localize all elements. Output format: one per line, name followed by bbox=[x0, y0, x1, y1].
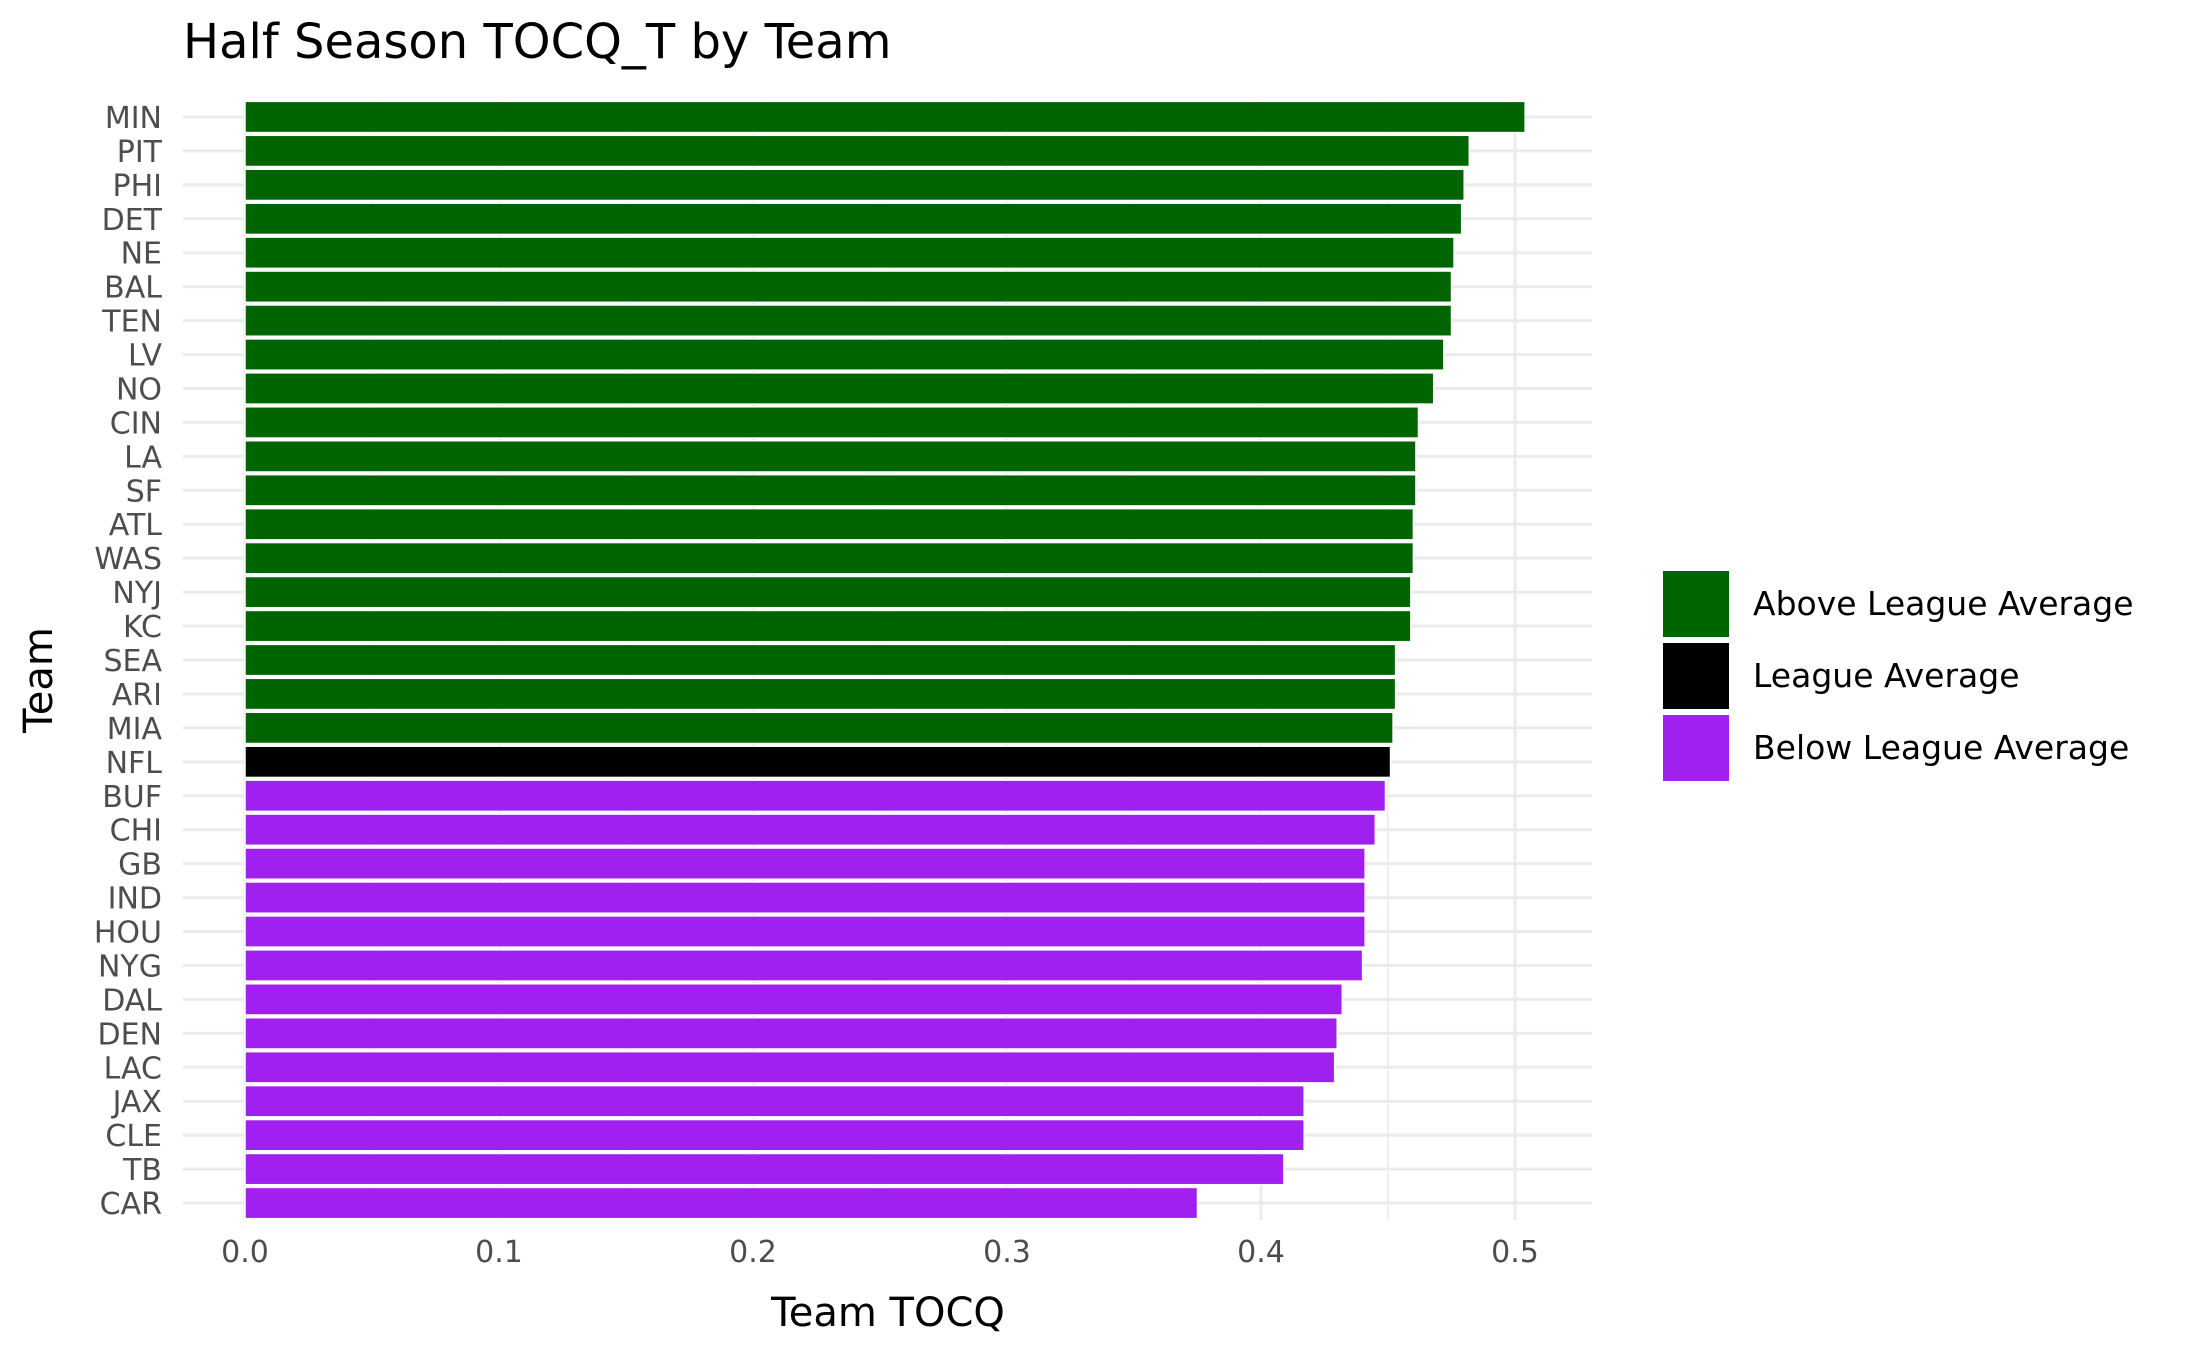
chart-title: Half Season TOCQ_T by Team bbox=[183, 14, 891, 70]
bar-gb bbox=[244, 847, 1366, 880]
bar-nyj bbox=[244, 575, 1412, 609]
legend-label: League Average bbox=[1753, 656, 2020, 695]
legend-label: Above League Average bbox=[1753, 584, 2134, 623]
y-tick-label: BUF bbox=[102, 780, 162, 815]
bar-ne bbox=[244, 236, 1455, 270]
bar-mia bbox=[244, 711, 1394, 745]
y-tick-label: LA bbox=[124, 440, 162, 475]
bar-no bbox=[244, 372, 1435, 405]
bar-buf bbox=[244, 779, 1387, 813]
x-tick-label: 0.5 bbox=[1491, 1235, 1539, 1270]
bar-phi bbox=[244, 168, 1465, 202]
bar-nyg bbox=[244, 949, 1364, 982]
bar-la bbox=[244, 440, 1417, 473]
y-tick-label: CAR bbox=[100, 1187, 162, 1222]
bar-tb bbox=[244, 1152, 1285, 1186]
x-axis-label: Team TOCQ bbox=[770, 1290, 1005, 1336]
y-tick-label: MIA bbox=[107, 712, 163, 747]
bars bbox=[244, 100, 1526, 1220]
y-tick-label: LV bbox=[128, 339, 162, 374]
legend-label: Below League Average bbox=[1753, 728, 2129, 767]
y-tick-label: PHI bbox=[113, 169, 163, 204]
y-tick-label: PIT bbox=[117, 135, 163, 170]
x-tick-labels: 0.0 0.1 0.2 0.3 0.4 0.5 bbox=[221, 1235, 1539, 1270]
bar-cle bbox=[244, 1118, 1305, 1152]
y-tick-label: GB bbox=[118, 848, 162, 883]
bar-hou bbox=[244, 915, 1366, 948]
y-tick-label: DEN bbox=[98, 1017, 163, 1052]
bar-kc bbox=[244, 609, 1412, 643]
y-tick-label: MIN bbox=[105, 101, 162, 136]
y-tick-label: ATL bbox=[109, 508, 163, 543]
x-tick-label: 0.1 bbox=[475, 1235, 523, 1270]
y-tick-label: NYG bbox=[98, 949, 162, 984]
bar-min bbox=[244, 100, 1526, 134]
bar-nfl bbox=[244, 745, 1392, 779]
legend-key bbox=[1663, 571, 1729, 637]
y-axis-label: Team bbox=[16, 627, 62, 734]
y-tick-label: JAX bbox=[111, 1085, 162, 1120]
y-tick-label: LAC bbox=[104, 1051, 162, 1086]
y-tick-label: BAL bbox=[104, 271, 162, 306]
y-tick-label: NO bbox=[116, 372, 162, 407]
bar-lac bbox=[244, 1050, 1336, 1084]
y-tick-label: TEN bbox=[101, 305, 162, 340]
bar-det bbox=[244, 202, 1463, 236]
y-tick-label: DAL bbox=[102, 983, 162, 1018]
y-tick-label: KC bbox=[123, 610, 162, 645]
y-tick-labels: MINPITPHIDETNEBALTENLVNOCINLASFATLWASNYJ… bbox=[94, 101, 163, 1222]
bar-sea bbox=[244, 643, 1397, 677]
bar-lv bbox=[244, 338, 1445, 371]
bar-was bbox=[244, 541, 1415, 575]
x-tick-label: 0.4 bbox=[1237, 1235, 1285, 1270]
y-tick-label: NE bbox=[121, 237, 162, 272]
y-tick-label: SF bbox=[126, 474, 162, 509]
y-tick-label: WAS bbox=[94, 542, 162, 577]
bar-ten bbox=[244, 304, 1453, 337]
bar-ind bbox=[244, 881, 1366, 914]
y-tick-label: NFL bbox=[106, 746, 163, 781]
bar-cin bbox=[244, 406, 1420, 439]
y-tick-label: CHI bbox=[110, 814, 162, 849]
legend-key bbox=[1663, 643, 1729, 709]
y-tick-label: IND bbox=[108, 882, 162, 917]
x-tick-label: 0.3 bbox=[983, 1235, 1031, 1270]
bar-pit bbox=[244, 134, 1471, 168]
y-tick-label: TB bbox=[122, 1153, 162, 1188]
bar-den bbox=[244, 1016, 1338, 1050]
y-tick-label: CLE bbox=[105, 1119, 162, 1154]
x-tick-label: 0.0 bbox=[221, 1235, 269, 1270]
bar-atl bbox=[244, 507, 1415, 541]
y-tick-label: ARI bbox=[112, 678, 162, 713]
bar-dal bbox=[244, 983, 1344, 1016]
bar-sf bbox=[244, 473, 1417, 507]
y-tick-label: DET bbox=[102, 203, 163, 238]
y-tick-label: CIN bbox=[110, 406, 162, 441]
bar-ari bbox=[244, 677, 1397, 711]
x-tick-label: 0.2 bbox=[729, 1235, 777, 1270]
bar-car bbox=[244, 1186, 1199, 1220]
legend: Above League Average League Average Below … bbox=[1663, 571, 2134, 781]
y-tick-label: NYJ bbox=[112, 576, 162, 611]
legend-key bbox=[1663, 715, 1729, 781]
y-tick-label: HOU bbox=[94, 916, 162, 951]
bar-chi bbox=[244, 813, 1377, 847]
y-tick-label: SEA bbox=[103, 644, 162, 679]
bar-bal bbox=[244, 270, 1453, 304]
bar-jax bbox=[244, 1084, 1305, 1118]
